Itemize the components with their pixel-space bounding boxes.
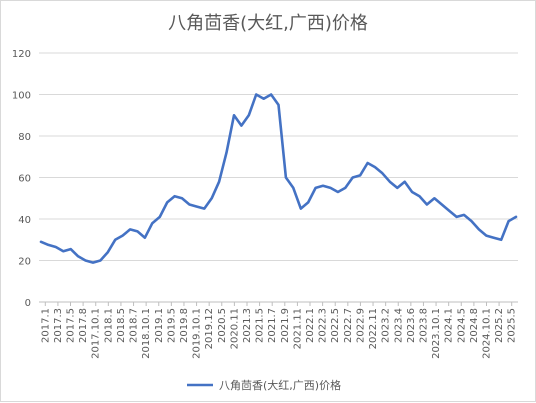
x-tick-label: 2020.11 <box>229 308 240 349</box>
x-tick-label: 2023.10.1 <box>431 308 442 359</box>
x-tick-label: 2020.5 <box>217 308 228 343</box>
x-tick-label: 2021.9 <box>280 308 291 343</box>
x-tick-label: 2019.5 <box>166 308 177 343</box>
x-tick-label: 2019.12 <box>204 308 215 349</box>
chart-title: 八角茴香(大红,广西)价格 <box>168 13 368 34</box>
x-tick-label: 2022.7 <box>343 308 354 343</box>
x-tick-label: 2017.3 <box>53 308 64 343</box>
x-tick-label: 2018.10.1 <box>141 308 152 359</box>
x-tick-label: 2017.10.1 <box>91 308 102 359</box>
y-tick-label: 100 <box>12 91 31 102</box>
y-tick-label: 40 <box>18 215 31 226</box>
x-tick-label: 2023.4 <box>393 308 404 343</box>
y-tick-label: 20 <box>18 257 31 268</box>
x-tick-label: 2024.5 <box>456 308 467 343</box>
y-tick-label: 0 <box>25 298 31 309</box>
x-tick-label: 2022.5 <box>330 308 341 343</box>
x-tick-label: 2019.1 <box>154 308 165 343</box>
x-tick-label: 2024.10.1 <box>481 308 492 359</box>
x-tick-label: 2018.7 <box>129 308 140 343</box>
y-tick-label: 120 <box>12 49 31 60</box>
x-tick-label: 2018.5 <box>116 308 127 343</box>
legend-label: 八角茴香(大红,广西)价格 <box>219 378 341 392</box>
x-tick-label: 2018.1 <box>103 308 114 343</box>
x-tick-label: 2023.2 <box>381 308 392 343</box>
x-tick-label: 2017.8 <box>78 308 89 343</box>
x-tick-label: 2022.1 <box>305 308 316 343</box>
x-tick-label: 2021.3 <box>242 308 253 343</box>
x-tick-label: 2019.8 <box>179 308 190 343</box>
x-tick-label: 2023.8 <box>418 308 429 343</box>
x-tick-label: 2024.1 <box>444 308 455 343</box>
x-tick-label: 2022.11 <box>368 308 379 349</box>
x-tick-label: 2024.8 <box>469 308 480 343</box>
x-tick-label: 2019.10.1 <box>192 308 203 359</box>
x-tick-label: 2021.7 <box>267 308 278 343</box>
x-tick-label: 2021.11 <box>292 308 303 349</box>
x-tick-label: 2021.5 <box>255 308 266 343</box>
x-tick-label: 2023.6 <box>406 308 417 343</box>
x-tick-label: 2017.5 <box>66 308 77 343</box>
x-tick-label: 2025.2 <box>494 308 505 343</box>
series-line <box>39 93 518 264</box>
x-tick-label: 2022.9 <box>355 308 366 343</box>
x-tick-label: 2025.5 <box>507 308 518 343</box>
y-tick-label: 80 <box>18 132 31 143</box>
y-tick-label: 60 <box>18 174 31 185</box>
x-tick-label: 2022.3 <box>318 308 329 343</box>
x-tick-label: 2017.1 <box>40 308 51 343</box>
